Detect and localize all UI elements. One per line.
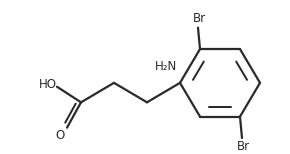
Text: Br: Br	[236, 140, 250, 153]
Text: O: O	[55, 129, 65, 142]
Text: H₂N: H₂N	[155, 60, 177, 73]
Text: Br: Br	[193, 12, 206, 25]
Text: HO: HO	[39, 78, 57, 91]
